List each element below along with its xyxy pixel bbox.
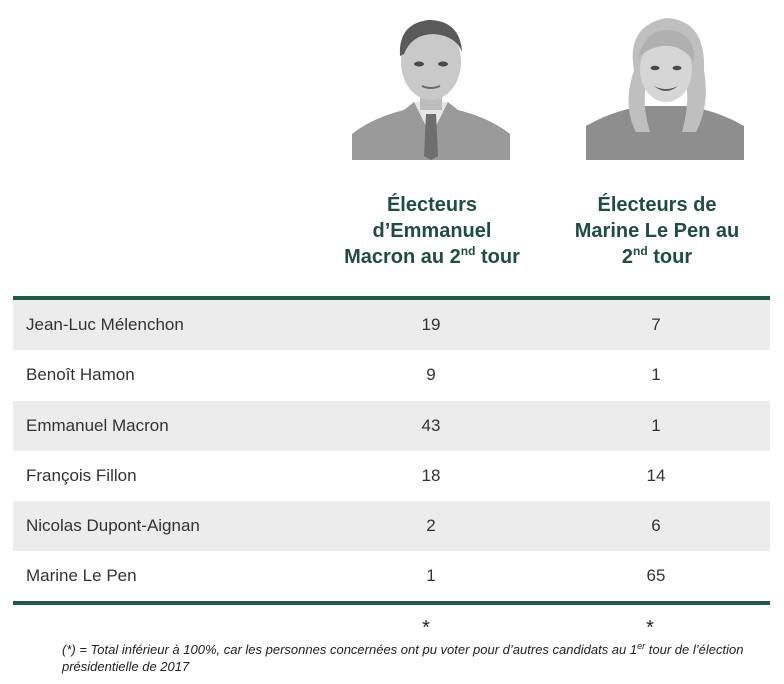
lepen-voters-value: 1 xyxy=(651,415,661,435)
header-text: tour xyxy=(475,246,520,268)
lepen-voters-value: 14 xyxy=(646,465,666,485)
header-line: Marine Le Pen au xyxy=(574,220,740,242)
header-line: Macron au 2nd tour xyxy=(317,244,547,272)
lepen-voters-value: 65 xyxy=(646,566,666,586)
candidate-name: Emmanuel Macron xyxy=(26,415,169,435)
lepen-voters-value: 7 xyxy=(651,315,661,334)
header-line: Électeurs xyxy=(386,194,478,216)
table-row: François Fillon 18 14 xyxy=(13,451,770,501)
lepen-voters-value: 1 xyxy=(651,365,661,385)
candidate-name: François Fillon xyxy=(26,465,137,485)
macron-voters-value: 18 xyxy=(421,465,441,485)
table-bottom-rule xyxy=(13,601,770,605)
total-marker-macron: * xyxy=(422,617,430,639)
macron-voters-value: 1 xyxy=(426,566,436,586)
candidate-name: Benoît Hamon xyxy=(26,365,135,385)
table-row: Marine Le Pen 1 65 xyxy=(13,551,770,601)
table-row: Nicolas Dupont-Aignan 2 6 xyxy=(13,501,770,552)
macron-voters-value: 19 xyxy=(421,315,441,334)
footnote-text: (*) = Total inférieur à 100%, car les pe… xyxy=(62,642,638,657)
table-top-rule xyxy=(13,296,770,300)
column-header-lepen: Électeurs de Marine Le Pen au 2nd tour xyxy=(542,192,772,272)
header-superscript: nd xyxy=(460,244,476,258)
candidate-name: Marine Le Pen xyxy=(26,566,137,586)
footnote-text: tour de l’élection présidentielle de 201… xyxy=(62,642,744,674)
candidate-name: Jean-Luc Mélenchon xyxy=(26,315,184,334)
header-text: Macron au 2 xyxy=(344,246,461,268)
table-row: Jean-Luc Mélenchon 19 7 xyxy=(13,300,770,351)
footnote-superscript: er xyxy=(637,641,646,651)
lepen-voters-value: 6 xyxy=(651,516,661,536)
header-superscript: nd xyxy=(633,244,648,258)
header-text: 2 xyxy=(621,246,633,268)
header-text: tour xyxy=(647,246,693,268)
le-pen-portrait xyxy=(586,6,744,160)
table-body: Jean-Luc Mélenchon 19 7 Benoît Hamon 9 1… xyxy=(13,300,770,602)
header-line: 2nd tour xyxy=(542,244,772,272)
total-marker-lepen: * xyxy=(646,617,654,639)
macron-voters-value: 2 xyxy=(426,516,436,536)
footnote: (*) = Total inférieur à 100%, car les pe… xyxy=(62,641,774,675)
column-header-macron: Électeurs d’Emmanuel Macron au 2nd tour xyxy=(317,192,547,272)
header-line: d’Emmanuel xyxy=(372,220,492,242)
macron-voters-value: 9 xyxy=(426,365,436,385)
macron-portrait xyxy=(352,6,510,160)
candidate-name: Nicolas Dupont-Aignan xyxy=(26,516,200,536)
table-row: Emmanuel Macron 43 1 xyxy=(13,400,770,451)
macron-voters-value: 43 xyxy=(421,415,441,435)
table-row: Benoît Hamon 9 1 xyxy=(13,350,770,400)
header-line: Électeurs de xyxy=(597,194,717,216)
